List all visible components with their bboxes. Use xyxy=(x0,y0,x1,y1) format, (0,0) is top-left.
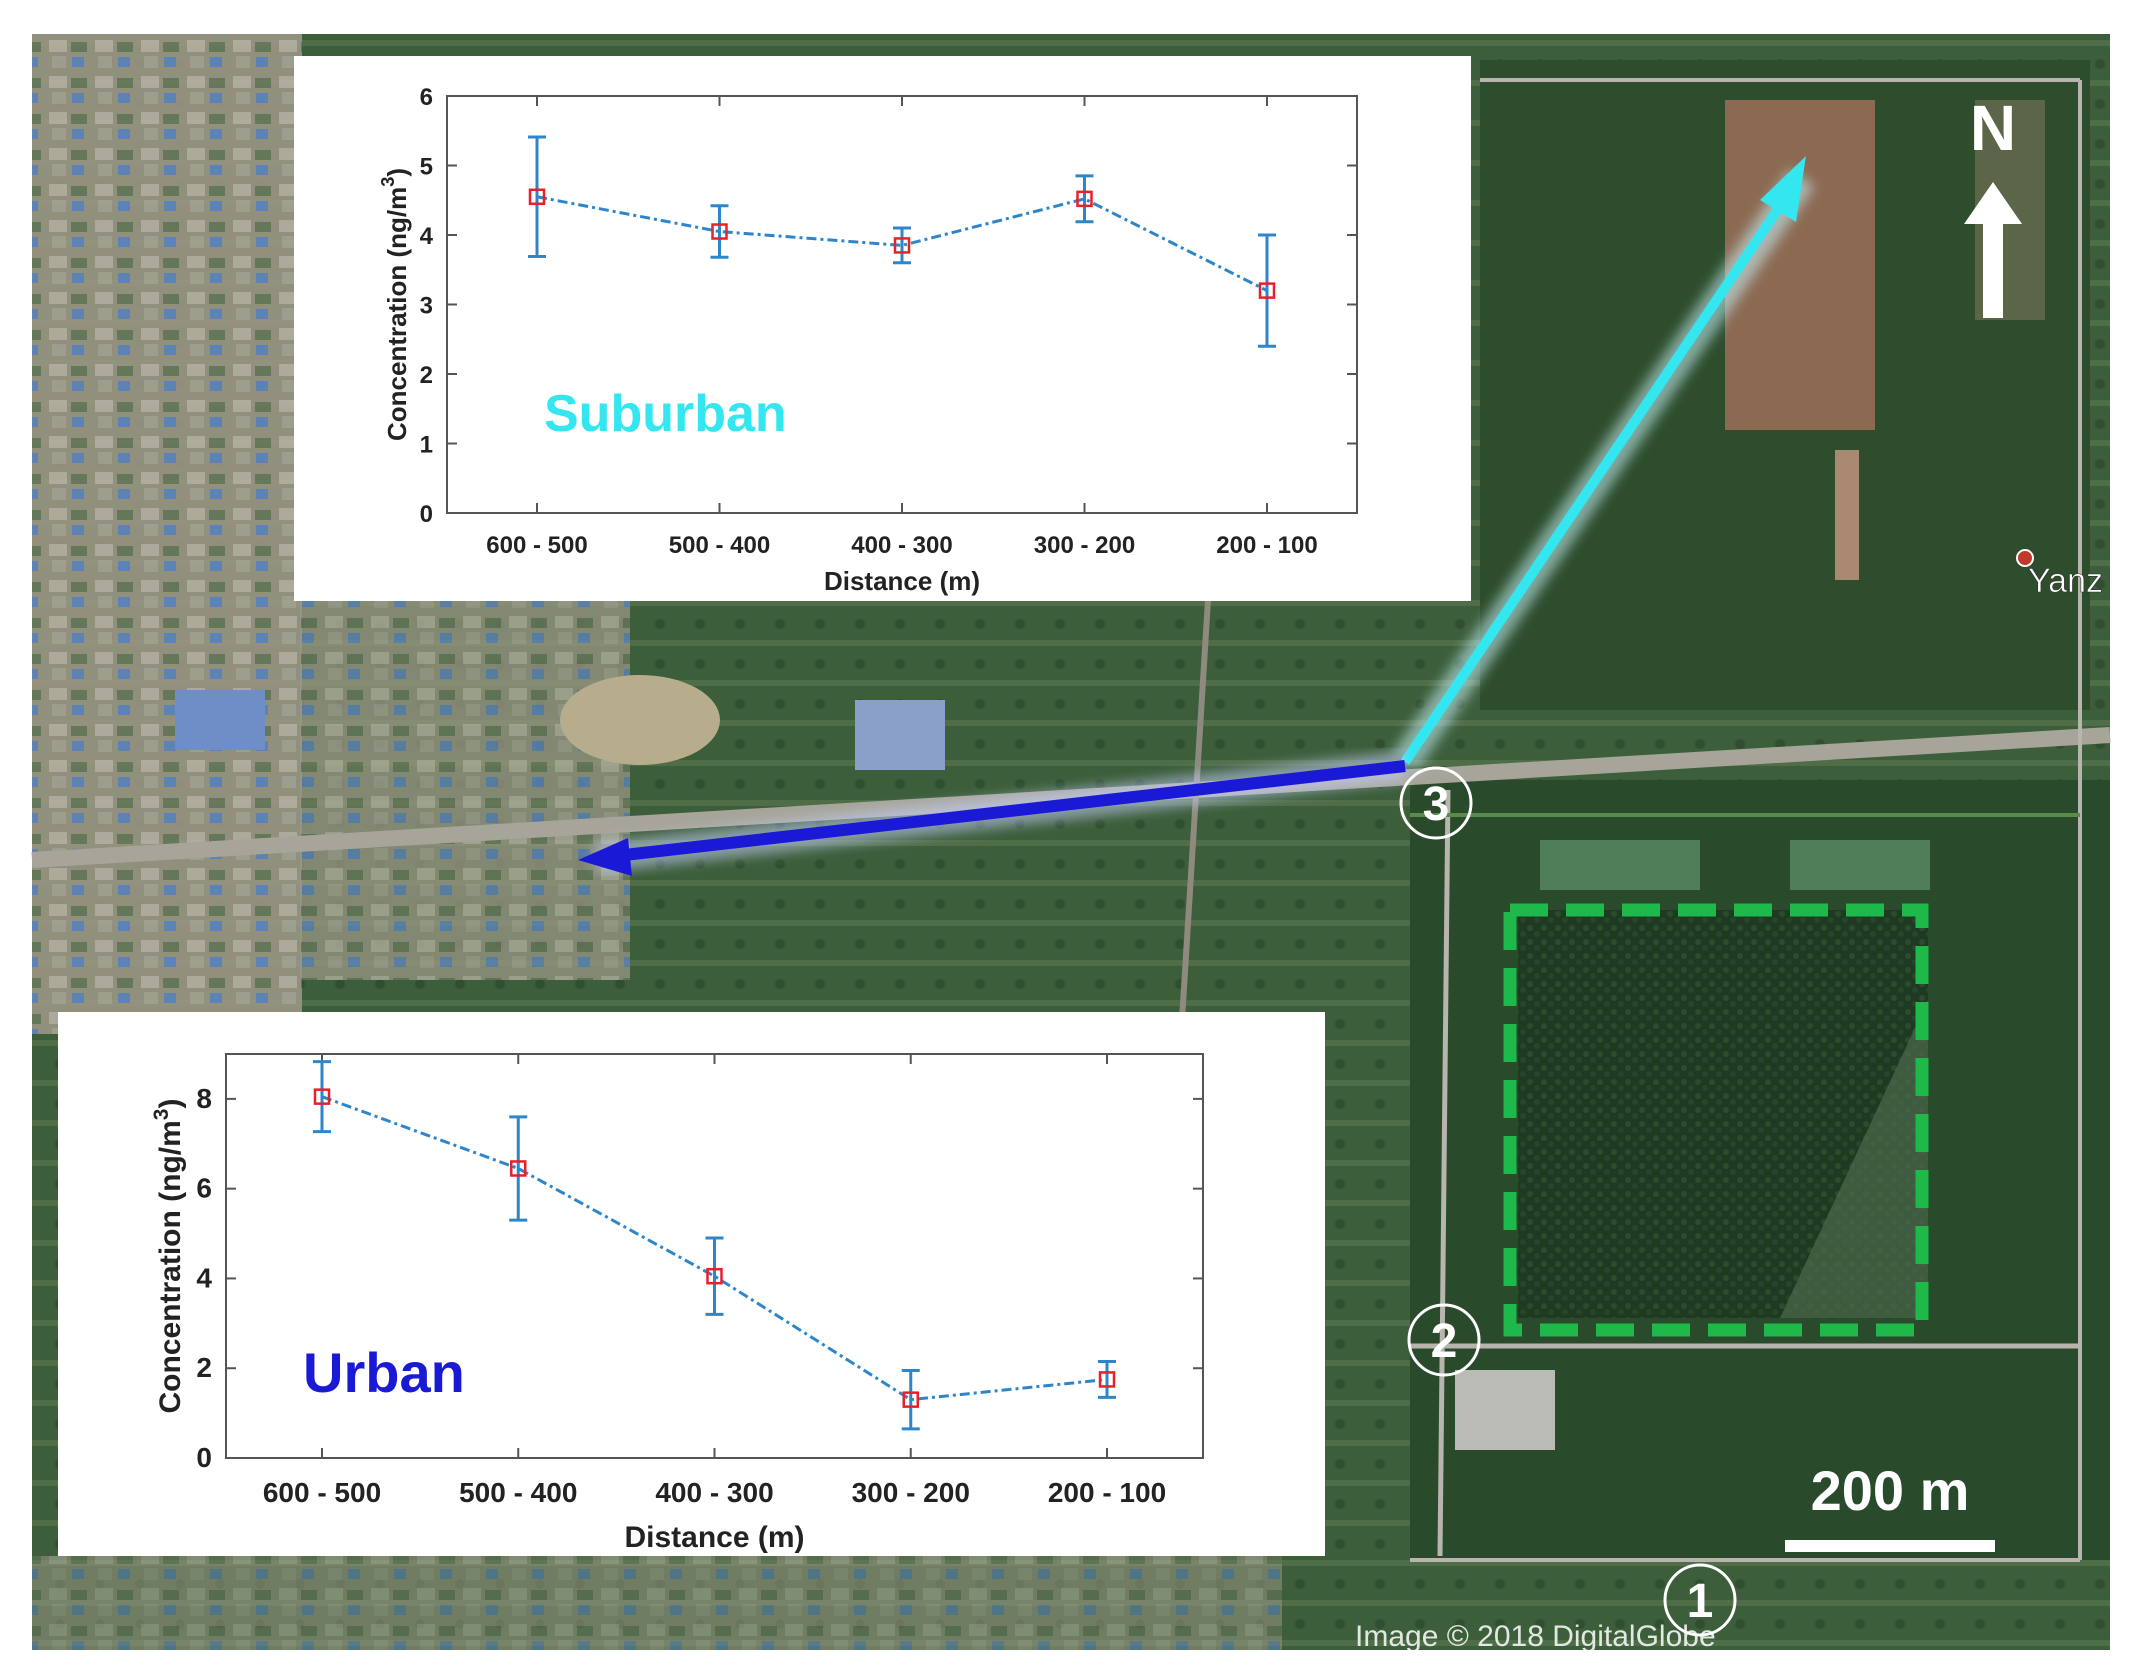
x-tick-label: 600 - 500 xyxy=(486,532,587,559)
y-tick-label: 1 xyxy=(420,432,433,459)
north-arrow-icon xyxy=(1964,182,2022,318)
data-point xyxy=(1075,174,1094,224)
data-marker xyxy=(510,1160,527,1177)
y-tick-label: 3 xyxy=(420,293,433,320)
data-marker xyxy=(902,1391,919,1408)
data-point xyxy=(705,1236,724,1316)
suburban-chart-panel: 0 1 2 3 4 5 6 600 - 500 500 - 400 400 - 300 300 - … xyxy=(294,56,1471,601)
north-label: N xyxy=(1970,92,2016,164)
urban-arrowhead-icon xyxy=(578,838,632,876)
y-tick-label: 2 xyxy=(420,362,433,389)
chart-annotation: Urban xyxy=(303,1341,465,1404)
svg-text:3: 3 xyxy=(1423,778,1450,831)
x-axis-label: Distance (m) xyxy=(624,1521,804,1554)
y-tick-label: 5 xyxy=(420,154,433,181)
data-marker xyxy=(313,1088,331,1105)
data-marker xyxy=(706,1267,723,1285)
urban-chart-panel: 0 2 4 6 8 600 - 500 500 - 400 400 - 300 300 - 20… xyxy=(58,1012,1325,1556)
data-point xyxy=(509,1115,528,1222)
y-tick-label: 2 xyxy=(196,1352,212,1383)
svg-text:1: 1 xyxy=(1687,1575,1714,1628)
data-marker xyxy=(1258,282,1276,299)
svg-text:2: 2 xyxy=(1431,1315,1458,1368)
plot-area-frame xyxy=(446,95,1358,514)
suburban-arrowhead-icon xyxy=(1760,156,1806,222)
place-pin-icon xyxy=(2016,549,2034,567)
site-marker-1: 1 xyxy=(1663,1563,1737,1637)
series-line xyxy=(536,195,1268,292)
y-axis-label: Concentration (ng/m3) xyxy=(150,1098,187,1413)
y-tick-label: 0 xyxy=(420,501,433,528)
urban-chart: 0 2 4 6 8 600 - 500 500 - 400 400 - 300 300 - 20… xyxy=(150,1053,1204,1554)
data-marker xyxy=(893,237,911,254)
urban-direction-arrow xyxy=(615,760,1406,862)
y-tick-label: 6 xyxy=(420,84,433,111)
scale-bar-label: 200 m xyxy=(1811,1459,1970,1522)
data-point xyxy=(528,135,546,259)
data-marker xyxy=(1076,190,1093,208)
x-tick-label: 600 - 500 xyxy=(263,1477,381,1508)
data-point xyxy=(313,1060,331,1134)
y-tick-label: 8 xyxy=(196,1083,212,1114)
y-tick-label: 0 xyxy=(196,1442,212,1473)
data-marker xyxy=(1098,1371,1116,1388)
data-marker xyxy=(711,223,728,240)
y-tick-label: 4 xyxy=(196,1262,212,1293)
x-tick-label: 300 - 200 xyxy=(1034,532,1135,559)
data-point xyxy=(1258,233,1276,348)
x-tick-label: 400 - 300 xyxy=(851,532,952,559)
x-tick-label: 500 - 400 xyxy=(669,532,770,559)
chart-annotation: Suburban xyxy=(544,385,787,443)
place-label: Yanz xyxy=(2028,562,2103,600)
x-tick-label: 400 - 300 xyxy=(655,1477,773,1508)
x-tick-label: 300 - 200 xyxy=(852,1477,970,1508)
data-point xyxy=(893,226,911,265)
y-tick-label: 6 xyxy=(196,1173,212,1204)
study-area-outline xyxy=(1503,903,1929,1337)
x-tick-label: 200 - 100 xyxy=(1048,1477,1166,1508)
suburban-direction-arrow xyxy=(1400,203,1785,765)
x-tick-label: 200 - 100 xyxy=(1216,532,1317,559)
data-point xyxy=(901,1368,920,1431)
data-point xyxy=(710,204,729,259)
scale-bar xyxy=(1785,1540,1995,1552)
x-tick-label: 500 - 400 xyxy=(459,1477,577,1508)
y-axis-label: Concentration (ng/m3) xyxy=(378,168,412,441)
y-tick-label: 4 xyxy=(420,223,434,250)
imagery-credit: Image © 2018 DigitalGlobe xyxy=(1355,1620,1716,1653)
data-marker xyxy=(528,188,546,206)
series-line xyxy=(321,1095,1108,1402)
data-point xyxy=(1098,1359,1116,1399)
suburban-chart: 0 1 2 3 4 5 6 600 - 500 500 - 400 400 - 300 300 - … xyxy=(378,84,1358,596)
site-marker-2: 2 xyxy=(1407,1303,1481,1377)
x-axis-label: Distance (m) xyxy=(824,566,980,596)
site-marker-3: 3 xyxy=(1399,766,1473,840)
